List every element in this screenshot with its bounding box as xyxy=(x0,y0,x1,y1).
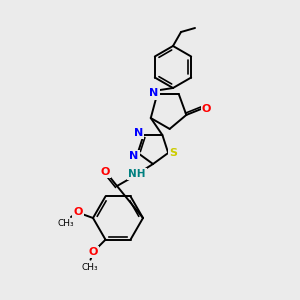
Text: O: O xyxy=(89,247,98,257)
Text: N: N xyxy=(129,151,138,161)
Text: O: O xyxy=(73,207,83,217)
Text: S: S xyxy=(169,148,177,158)
Text: CH₃: CH₃ xyxy=(58,218,74,227)
Text: N: N xyxy=(134,128,143,138)
Text: CH₃: CH₃ xyxy=(81,263,98,272)
Text: NH: NH xyxy=(128,169,146,179)
Text: O: O xyxy=(202,104,211,114)
Text: O: O xyxy=(100,167,110,177)
Text: N: N xyxy=(149,88,159,98)
